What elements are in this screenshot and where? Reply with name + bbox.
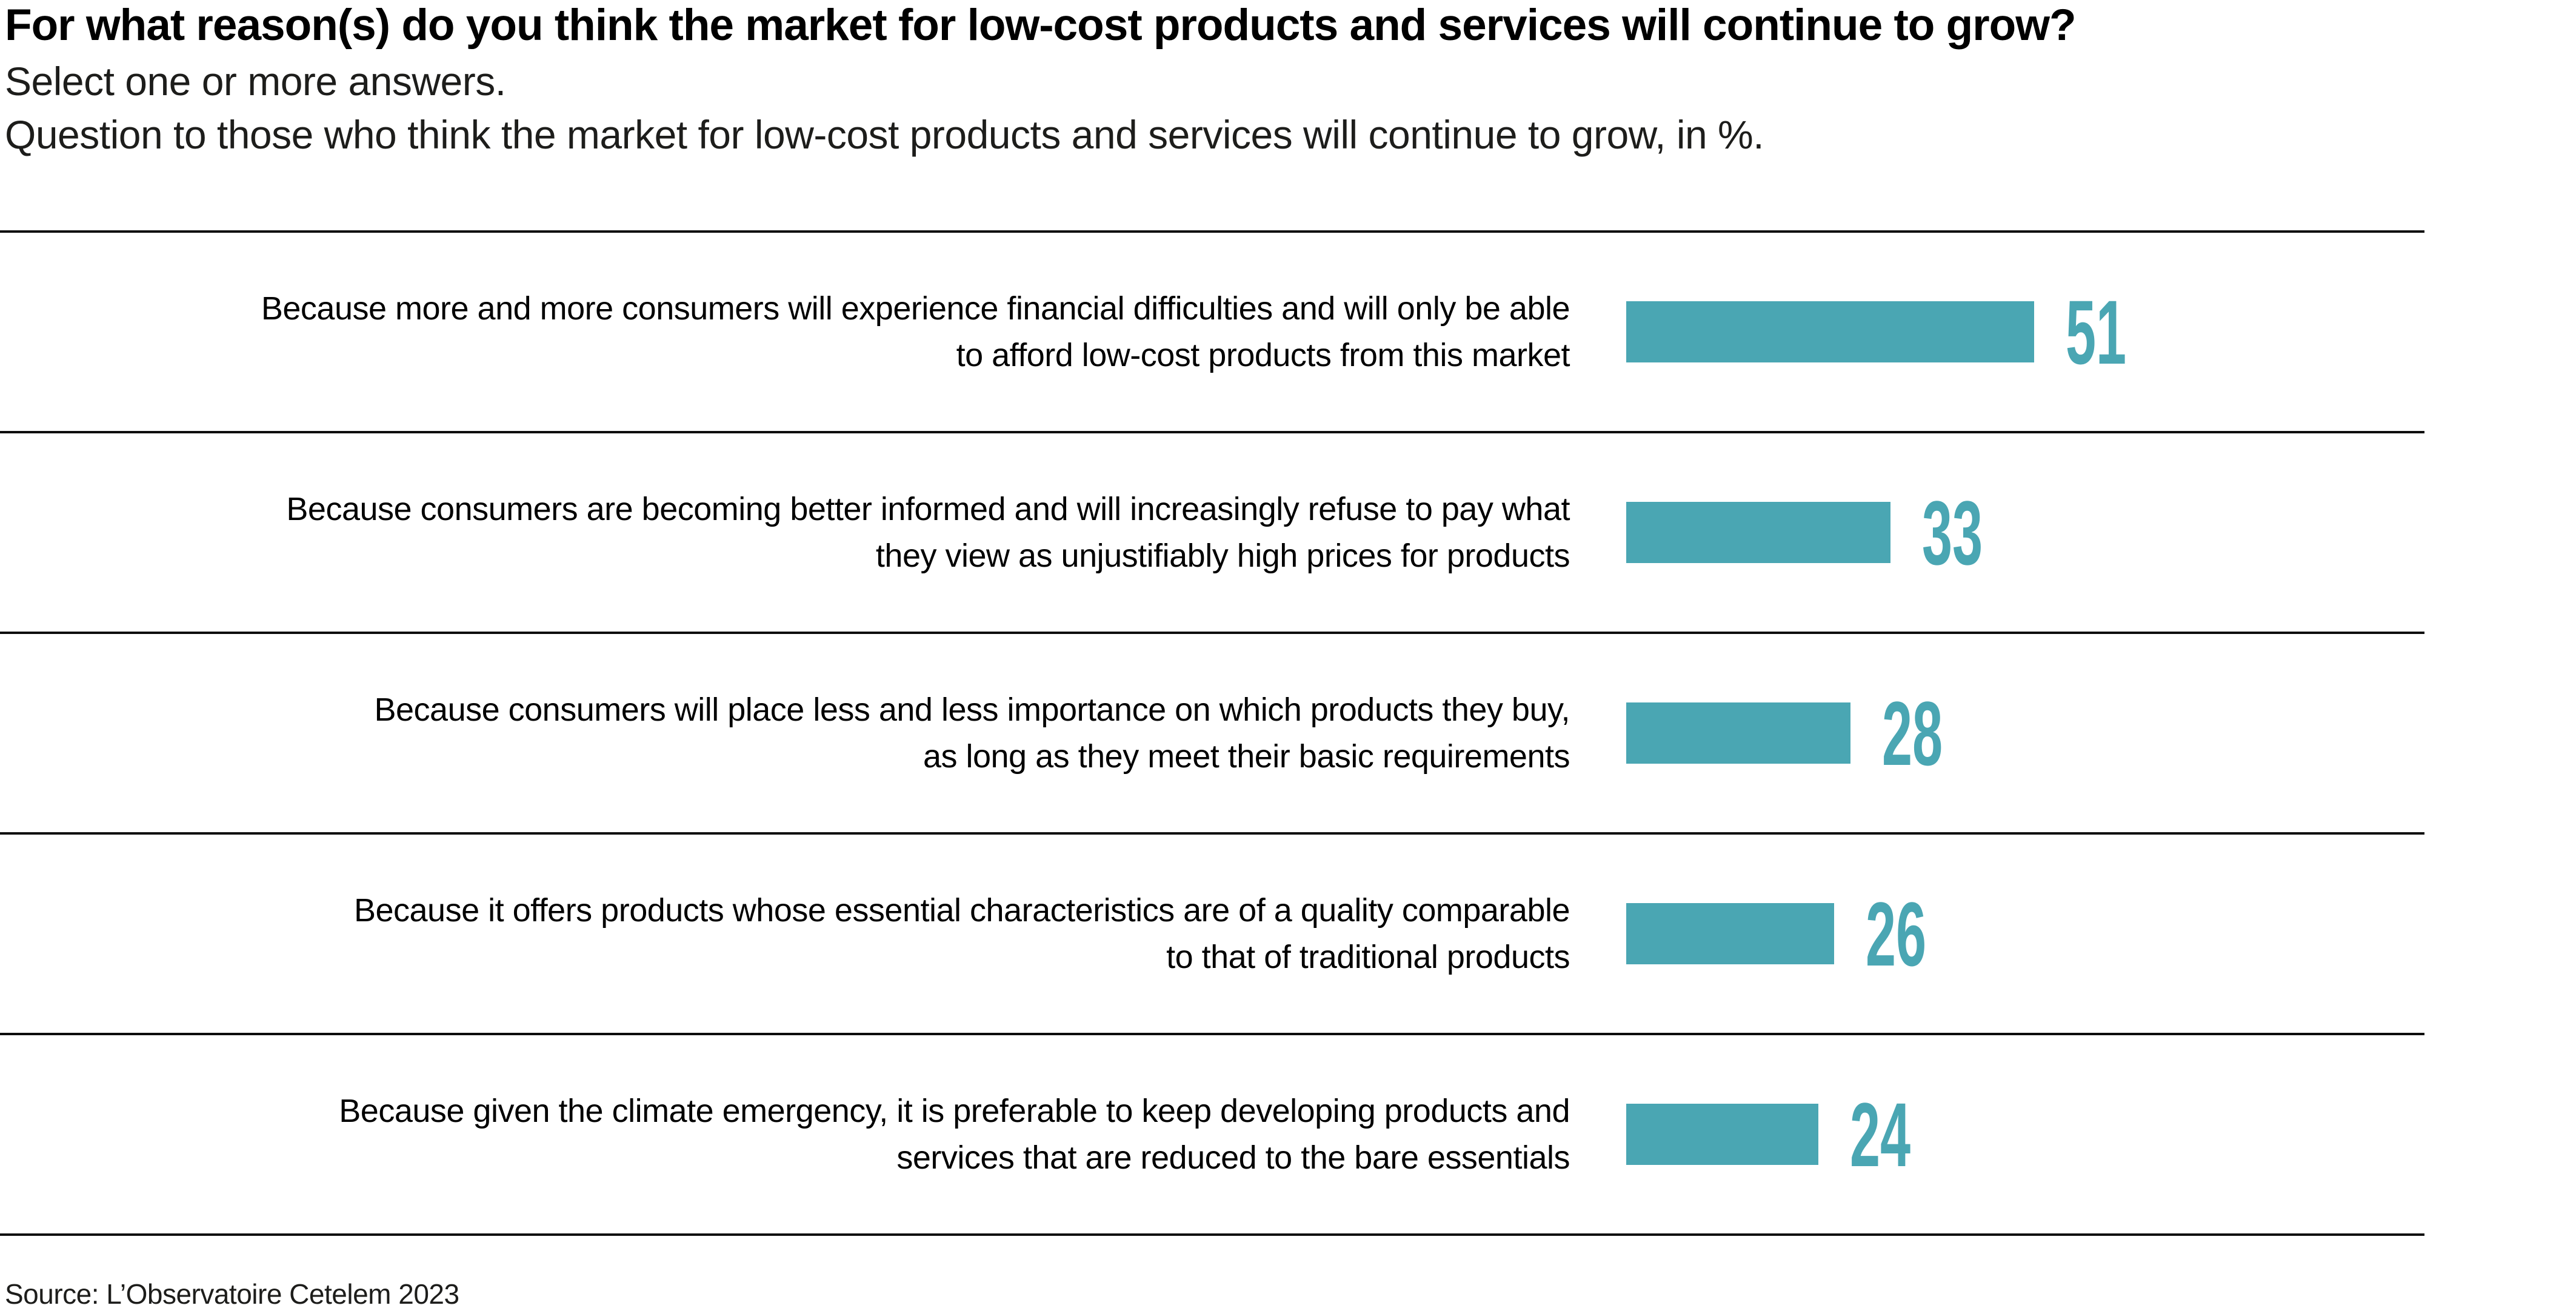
bar: [1626, 903, 1834, 964]
bar-value-label: 28: [1882, 682, 1943, 784]
bar-category-label: Because given the climate emergency, it …: [339, 1092, 1570, 1176]
chart-subtitle-note: Question to those who think the market f…: [5, 112, 1764, 157]
bar: [1626, 502, 1890, 563]
chart-row: Because more and more consumers will exp…: [0, 233, 2576, 431]
bar-category-label: Because consumers will place less and le…: [374, 691, 1570, 775]
bar-category-label: Because more and more consumers will exp…: [261, 290, 1570, 373]
row-divider: [0, 1233, 2424, 1236]
row-divider: [0, 632, 2424, 634]
row-divider: [0, 230, 2424, 233]
chart-row: Because it offers products whose essenti…: [0, 835, 2576, 1033]
bar-value-label: 33: [1922, 481, 1983, 584]
chart-title: For what reason(s) do you think the mark…: [5, 1, 2077, 50]
bar-value-label: 51: [2066, 281, 2127, 383]
bar-value-label: 26: [1866, 882, 1927, 985]
bar-category-label: Because it offers products whose essenti…: [353, 892, 1570, 975]
chart-row: Because given the climate emergency, it …: [0, 1035, 2576, 1233]
source-note: Source: L’Observatoire Cetelem 2023: [5, 1278, 459, 1310]
chart-row: Because consumers will place less and le…: [0, 634, 2576, 832]
row-divider: [0, 431, 2424, 433]
bar: [1626, 702, 1850, 764]
row-divider: [0, 1033, 2424, 1035]
bar: [1626, 301, 2034, 362]
bar: [1626, 1104, 1818, 1165]
chart-row: Because consumers are becoming better in…: [0, 433, 2576, 632]
bar-category-label: Because consumers are becoming better in…: [286, 490, 1570, 574]
chart-subtitle-instruction: Select one or more answers.: [5, 59, 506, 104]
bar-value-label: 24: [1850, 1083, 1911, 1186]
row-divider: [0, 832, 2424, 835]
